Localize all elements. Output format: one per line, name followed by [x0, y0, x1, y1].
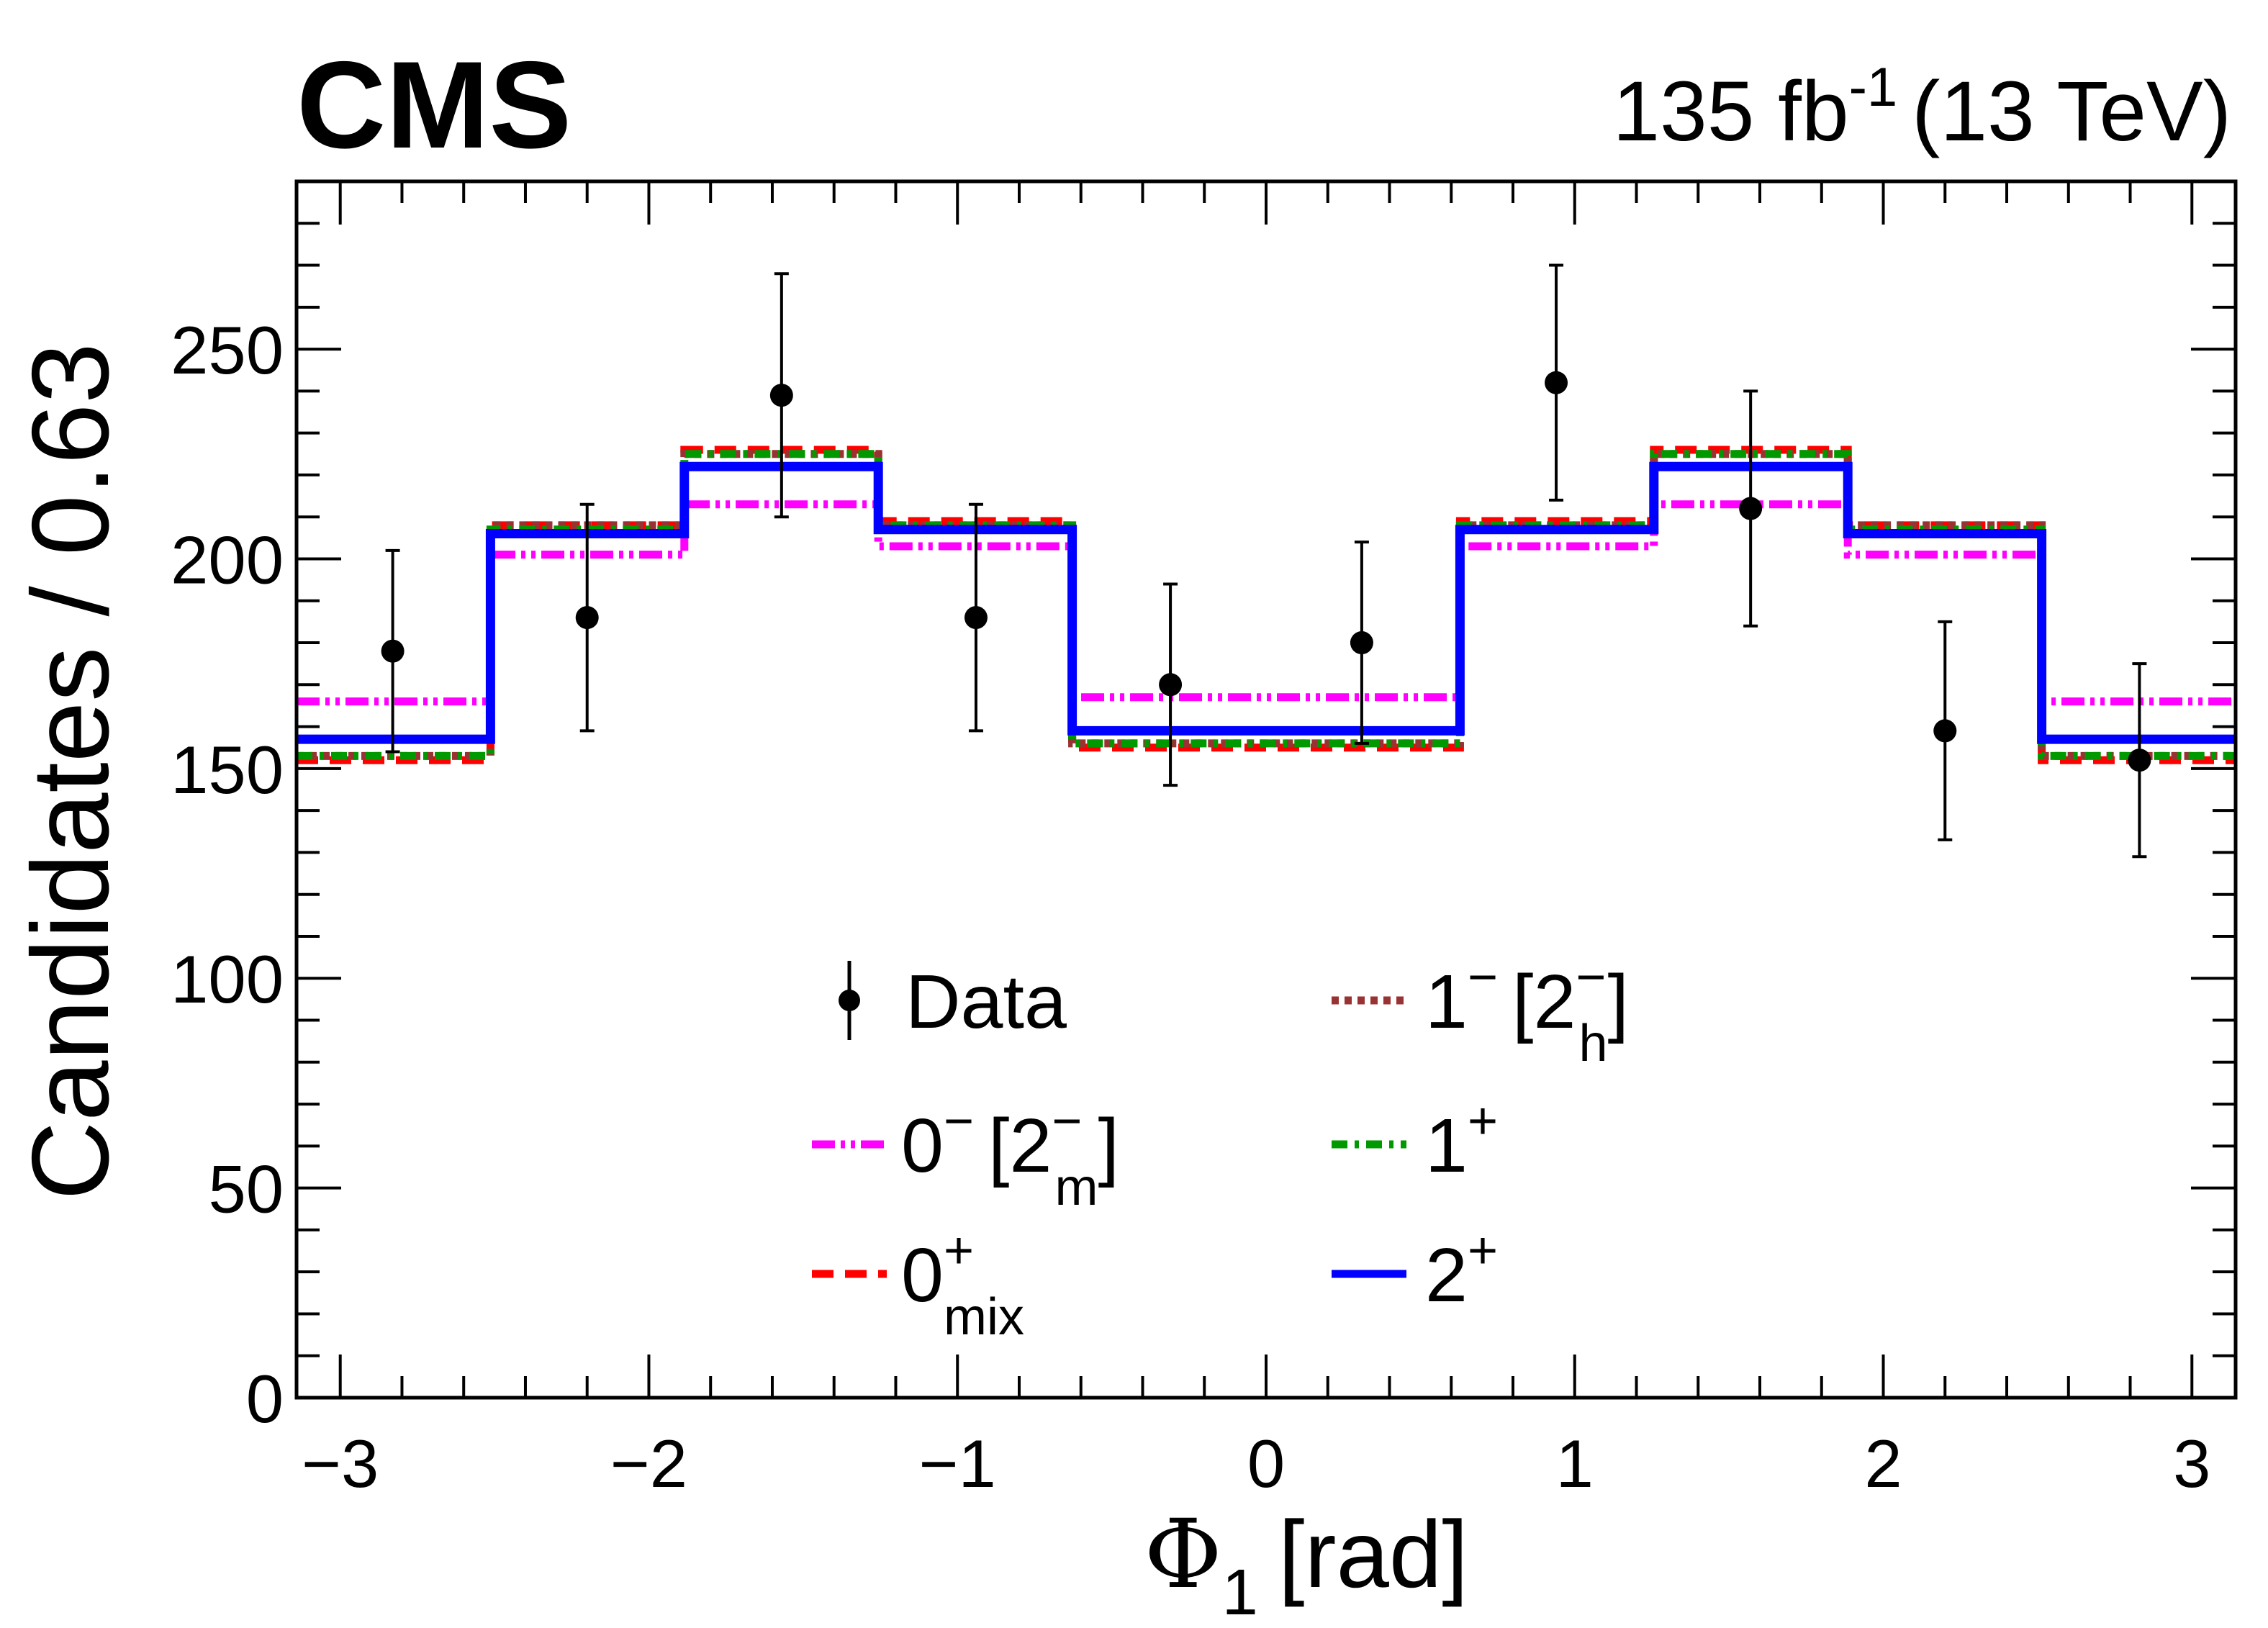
legend-data-marker — [839, 990, 860, 1011]
x-tick-label: 0 — [1247, 1426, 1285, 1501]
legend-one-plus-main: 1 — [1425, 1103, 1468, 1188]
plot-frame — [294, 179, 2238, 1400]
legend-zero-minus-label: 0− [2− m] — [901, 1093, 1119, 1216]
y-tick-labels: 0 50 100 150 200 250 — [171, 312, 284, 1437]
y-axis-title: Candidates / 0.63 — [9, 343, 132, 1200]
legend-two-plus-label: 2+ — [1425, 1222, 1498, 1318]
y-tick-label: 100 — [171, 941, 284, 1017]
legend-zero-plus-mix-sup: + — [944, 1222, 974, 1280]
legend-entry-two-plus: 2+ — [1332, 1222, 1498, 1318]
data-point — [1350, 631, 1373, 655]
experiment-label: CMS — [297, 36, 571, 174]
x-axis-subscript: 1 — [1222, 1557, 1258, 1628]
data-point — [1933, 719, 1957, 743]
legend: Data 0− [2− m] 0+ mix 1− [2− h] 1+ 2+ — [812, 949, 1629, 1346]
legend-data-label: Data — [905, 959, 1067, 1044]
luminosity-value: 135 fb — [1613, 64, 1849, 159]
axis-ticks — [297, 180, 2236, 1399]
legend-two-plus-main: 2 — [1425, 1233, 1468, 1318]
x-tick-labels: −3 −2 −1 0 1 2 3 — [302, 1426, 2210, 1501]
x-tick-label: −1 — [919, 1426, 996, 1501]
histogram-series — [297, 446, 2236, 764]
energy-label: (13 TeV) — [1912, 64, 2231, 159]
legend-entry-one-plus: 1+ — [1332, 1093, 1498, 1188]
legend-entry-zero-minus: 0− [2− m] — [812, 1093, 1119, 1216]
legend-zero-minus-close: ] — [1098, 1103, 1119, 1188]
legend-zero-minus-main: 0 — [901, 1103, 944, 1188]
data-point — [1159, 673, 1183, 697]
legend-one-minus-close: ] — [1608, 959, 1629, 1044]
legend-two-plus-sup: + — [1468, 1222, 1498, 1280]
x-tick-label: 1 — [1556, 1426, 1594, 1501]
data-point — [575, 606, 599, 630]
x-axis-unit: [rad] — [1278, 1501, 1468, 1607]
legend-entry-one-minus: 1− [2− h] — [1332, 949, 1629, 1072]
legend-one-minus-main: 1 — [1425, 959, 1468, 1044]
y-tick-label: 150 — [171, 732, 284, 808]
legend-one-minus-bsub: h — [1578, 1015, 1607, 1072]
legend-zero-minus-bracket: [2 — [988, 1103, 1052, 1188]
histogram-two-plus — [297, 461, 2236, 744]
x-tick-label: −3 — [302, 1426, 379, 1501]
data-point — [769, 384, 793, 407]
legend-one-plus-label: 1+ — [1425, 1093, 1498, 1188]
x-tick-label: −2 — [610, 1426, 687, 1501]
legend-zero-plus-mix-label: 0+ mix — [901, 1222, 1024, 1346]
data-point — [381, 639, 405, 663]
legend-zero-plus-mix-main: 0 — [901, 1233, 944, 1318]
legend-one-plus-sup: + — [1468, 1093, 1498, 1150]
data-point — [2128, 749, 2151, 772]
legend-entry-zero-plus-mix: 0+ mix — [812, 1222, 1024, 1346]
x-axis-symbol: Φ — [1144, 1499, 1222, 1610]
data-point — [1545, 371, 1568, 394]
legend-one-minus-label: 1− [2− h] — [1425, 949, 1629, 1072]
legend-zero-minus-bsub: m — [1054, 1159, 1098, 1216]
data-points — [381, 263, 2151, 859]
data-point — [964, 606, 988, 630]
y-tick-label: 50 — [208, 1152, 284, 1227]
y-tick-label: 0 — [246, 1361, 284, 1437]
luminosity-label: 135 fb-1 (13 TeV) — [1613, 57, 2231, 159]
luminosity-exponent: -1 — [1849, 57, 1898, 118]
x-axis-title: Φ1 [rad] — [1144, 1499, 1468, 1628]
legend-one-minus-sup: − — [1468, 949, 1498, 1006]
data-point — [1739, 497, 1763, 520]
legend-one-minus-bsup: − — [1576, 949, 1606, 1006]
histogram-zero-minus — [297, 500, 2236, 706]
x-tick-label: 2 — [1864, 1426, 1902, 1501]
legend-zero-minus-bsup: − — [1052, 1093, 1082, 1150]
legend-zero-minus-sup: − — [944, 1093, 974, 1150]
legend-zero-plus-mix-sub: mix — [944, 1288, 1024, 1346]
x-tick-label: 3 — [2173, 1426, 2210, 1501]
legend-one-minus-bracket: [2 — [1512, 959, 1576, 1044]
legend-entry-data: Data — [839, 959, 1067, 1044]
y-tick-label: 250 — [171, 312, 284, 388]
y-tick-label: 200 — [171, 522, 284, 597]
